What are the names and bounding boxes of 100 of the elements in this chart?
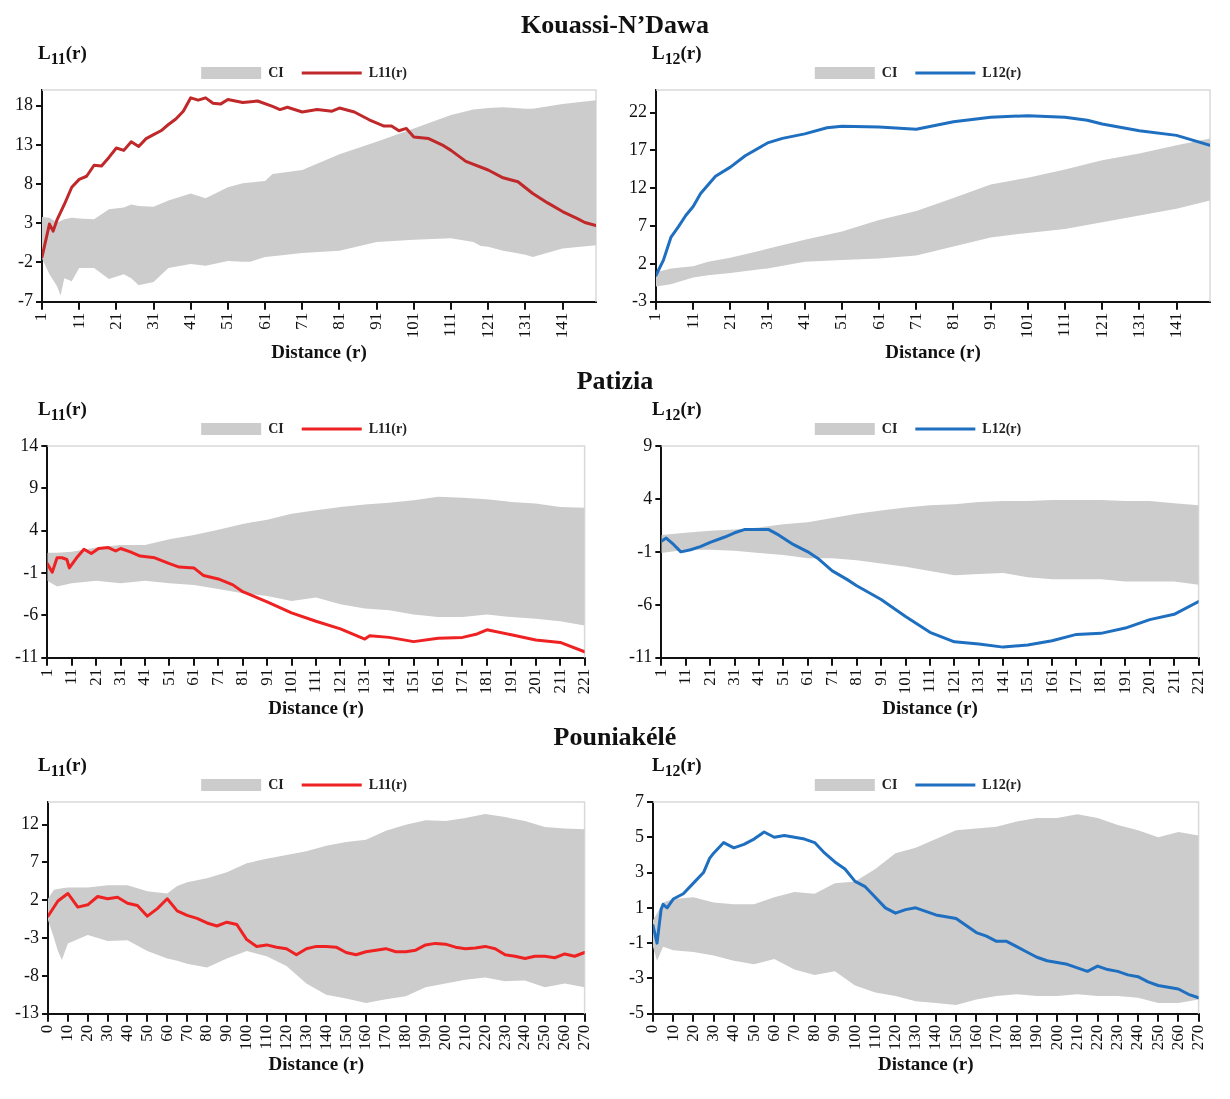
x-tick-label: 160 <box>965 1024 985 1051</box>
x-tick-label: 211 <box>549 668 569 694</box>
y-tick-label: 13 <box>15 133 33 154</box>
x-tick-label: 61 <box>868 312 888 330</box>
legend-label: CI <box>268 64 284 80</box>
x-tick-label: 51 <box>772 668 792 686</box>
x-tick-label: 11 <box>675 668 695 686</box>
legend-label: CI <box>881 64 898 80</box>
x-tick-label: 240 <box>1127 1024 1147 1051</box>
y-tick-label: 9 <box>643 434 653 455</box>
y-tick-label: -1 <box>628 931 644 952</box>
x-tick-label: 141 <box>1166 312 1186 339</box>
x-tick-label: 91 <box>870 668 890 686</box>
y-tick-label: -8 <box>23 964 39 985</box>
x-tick-label: 141 <box>552 312 572 339</box>
y-tick-label: 4 <box>643 487 653 508</box>
x-tick-label: 51 <box>831 312 851 330</box>
x-tick-label: 250 <box>534 1024 554 1051</box>
x-tick-label: 200 <box>434 1024 454 1051</box>
x-tick-label: 0 <box>37 1024 57 1034</box>
x-tick-label: 131 <box>514 312 534 339</box>
x-tick-label: 180 <box>1006 1024 1026 1051</box>
y-tick-label: 12 <box>20 813 39 834</box>
x-tick-label: 170 <box>985 1024 1005 1051</box>
y-tick-label: -2 <box>18 251 33 272</box>
x-tick-label: 101 <box>895 668 915 695</box>
y-tick-label: 1 <box>634 896 644 917</box>
x-tick-label: 100 <box>236 1024 256 1051</box>
x-tick-label: 110 <box>864 1024 884 1050</box>
y-tick-label: 12 <box>629 177 647 198</box>
x-tick-label: 221 <box>1188 668 1208 695</box>
x-tick-label: 11 <box>61 668 81 686</box>
x-tick-label: 191 <box>500 668 520 695</box>
y-tick-label: -3 <box>23 926 39 947</box>
x-tick-label: 21 <box>719 312 739 330</box>
x-tick-label: 31 <box>757 312 777 330</box>
x-tick-label: 211 <box>1163 668 1183 694</box>
x-tick-label: 220 <box>474 1024 494 1051</box>
x-tick-label: 71 <box>821 668 841 686</box>
x-tick-label: 60 <box>156 1024 176 1042</box>
x-tick-label: 30 <box>703 1024 723 1042</box>
y-tick-label: 2 <box>29 889 39 910</box>
legend-label: L12(r) <box>982 420 1022 437</box>
x-tick-label: 131 <box>1128 312 1148 339</box>
x-tick-label: 210 <box>454 1024 474 1051</box>
chart-title: Kouassi-N’Dawa <box>520 9 710 41</box>
x-axis-title: Distance (r) <box>885 340 981 363</box>
x-tick-label: 260 <box>1167 1024 1187 1051</box>
x-tick-label: 121 <box>477 312 497 339</box>
x-tick-label: 21 <box>105 312 125 330</box>
x-tick-label: 270 <box>574 1024 594 1051</box>
x-tick-label: 120 <box>275 1024 295 1051</box>
x-tick-label: 71 <box>207 668 227 686</box>
x-tick-label: 161 <box>427 668 447 695</box>
x-tick-label: 50 <box>743 1024 763 1042</box>
x-tick-label: 11 <box>68 312 88 330</box>
x-tick-label: 80 <box>196 1024 216 1042</box>
y-tick-label: 3 <box>24 212 33 233</box>
chart-title: Patizia <box>575 365 655 397</box>
x-tick-label: 81 <box>846 668 866 686</box>
x-tick-label: 61 <box>254 312 274 330</box>
x-tick-label: 220 <box>1087 1024 1107 1051</box>
y-axis-title: L$_{11}$(r) <box>38 42 87 68</box>
y-axis-title: L$_{12}$(r) <box>652 42 702 68</box>
x-tick-label: 70 <box>783 1024 803 1042</box>
x-tick-label: 170 <box>375 1024 395 1051</box>
x-tick-label: 81 <box>942 312 962 330</box>
x-tick-label: 201 <box>525 668 545 695</box>
legend-label: L12(r) <box>982 776 1022 793</box>
x-tick-label: 61 <box>797 668 817 686</box>
x-tick-label: 90 <box>216 1024 236 1042</box>
x-tick-label: 81 <box>232 668 252 686</box>
x-tick-label: 161 <box>1041 668 1061 695</box>
x-tick-label: 80 <box>804 1024 824 1042</box>
x-tick-label: 30 <box>97 1024 117 1042</box>
x-tick-label: 181 <box>1090 668 1110 695</box>
x-tick-label: 100 <box>844 1024 864 1051</box>
x-tick-label: 141 <box>378 668 398 695</box>
x-tick-label: 101 <box>281 668 301 695</box>
x-tick-label: 150 <box>945 1024 965 1051</box>
y-tick-label: -3 <box>628 967 644 988</box>
y-tick-label: 5 <box>634 826 644 847</box>
x-tick-label: 140 <box>925 1024 945 1051</box>
y-tick-label: -6 <box>637 593 653 614</box>
x-tick-label: 1 <box>36 668 56 678</box>
x-tick-label: 10 <box>662 1024 682 1042</box>
x-tick-label: 90 <box>824 1024 844 1042</box>
x-tick-label: 240 <box>514 1024 534 1051</box>
x-tick-label: 130 <box>295 1024 315 1051</box>
y-tick-label: 22 <box>629 101 647 122</box>
y-tick-label: -1 <box>23 561 39 582</box>
legend-label: L11(r) <box>368 776 408 793</box>
x-tick-label: 101 <box>403 312 423 339</box>
x-tick-label: 190 <box>415 1024 435 1051</box>
x-tick-label: 111 <box>440 312 460 337</box>
x-tick-label: 111 <box>305 668 325 693</box>
y-tick-label: -13 <box>14 1002 39 1023</box>
x-tick-label: 270 <box>1188 1024 1208 1051</box>
x-tick-label: 150 <box>335 1024 355 1051</box>
y-tick-label: -3 <box>632 290 647 311</box>
